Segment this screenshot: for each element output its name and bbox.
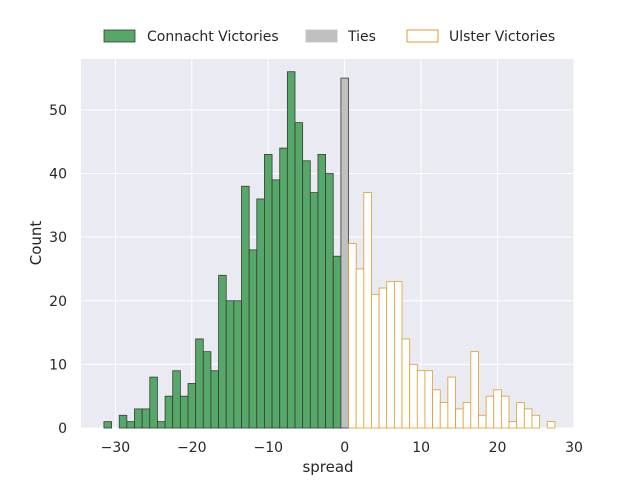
bar-connacht-victories bbox=[248, 249, 258, 429]
legend-label-ulster: Ulster Victories bbox=[449, 29, 555, 45]
y-tick-labels: 0 10 20 30 40 50 bbox=[49, 103, 67, 437]
bar-ulster-victories bbox=[363, 192, 372, 429]
bar-connacht-victories bbox=[256, 198, 265, 429]
bar-connacht-victories bbox=[149, 376, 158, 429]
bar-connacht-victories bbox=[126, 421, 135, 429]
legend-swatch-ulster bbox=[406, 29, 439, 43]
bars bbox=[103, 71, 556, 429]
bar-connacht-victories bbox=[172, 370, 181, 429]
bar-connacht-victories bbox=[286, 71, 296, 429]
bar-connacht-victories bbox=[241, 185, 250, 429]
x-tick-label: 20 bbox=[489, 440, 507, 456]
x-tick-label: −20 bbox=[177, 440, 207, 456]
y-tick-label: 10 bbox=[49, 357, 67, 373]
bar-ulster-victories bbox=[500, 395, 510, 429]
bar-connacht-victories bbox=[202, 351, 212, 429]
bar-connacht-victories bbox=[332, 255, 342, 429]
bar-ulster-victories bbox=[424, 370, 433, 429]
bar-connacht-victories bbox=[141, 408, 151, 429]
bar-ulster-victories bbox=[462, 402, 472, 429]
y-tick-label: 30 bbox=[49, 230, 67, 246]
bar-connacht-victories bbox=[279, 147, 288, 429]
bar-ulster-victories bbox=[470, 351, 479, 429]
bar-ulster-victories bbox=[409, 363, 418, 429]
bar-ulster-victories bbox=[516, 402, 525, 429]
bar-ulster-victories bbox=[531, 414, 541, 429]
bar-ulster-victories bbox=[455, 408, 464, 429]
bar-ulster-victories bbox=[401, 338, 411, 429]
bar-connacht-victories bbox=[225, 300, 235, 429]
bar-ties bbox=[340, 77, 349, 429]
legend: Connacht Victories Ties Ulster Victories bbox=[103, 29, 555, 45]
bar-connacht-victories bbox=[218, 274, 227, 429]
y-axis-label: Count bbox=[27, 221, 45, 266]
legend-swatch-ties bbox=[305, 29, 338, 43]
bar-ulster-victories bbox=[478, 414, 487, 429]
bar-ulster-victories bbox=[393, 281, 403, 429]
bar-connacht-victories bbox=[118, 414, 128, 429]
bar-ulster-victories bbox=[546, 421, 556, 429]
x-tick-label: 0 bbox=[340, 440, 349, 456]
bar-connacht-victories bbox=[271, 179, 281, 429]
y-tick-label: 50 bbox=[49, 103, 67, 119]
x-tick-label: −30 bbox=[101, 440, 131, 456]
bar-ulster-victories bbox=[523, 408, 533, 429]
bar-connacht-victories bbox=[233, 300, 242, 429]
bar-ulster-victories bbox=[432, 389, 441, 429]
bar-ulster-victories bbox=[378, 287, 388, 429]
bar-connacht-victories bbox=[302, 160, 311, 429]
x-tick-labels: −30 −20 −10 0 10 20 30 bbox=[101, 440, 583, 456]
bar-ulster-victories bbox=[508, 421, 518, 429]
bar-connacht-victories bbox=[134, 408, 143, 429]
bar-connacht-victories bbox=[195, 338, 204, 429]
bar-connacht-victories bbox=[294, 122, 304, 429]
bar-connacht-victories bbox=[157, 421, 166, 429]
x-axis-label: spread bbox=[302, 458, 353, 476]
bar-connacht-victories bbox=[164, 395, 174, 429]
bar-connacht-victories bbox=[210, 370, 219, 429]
bar-ulster-victories bbox=[386, 281, 395, 429]
legend-swatch-connacht bbox=[103, 29, 136, 43]
x-tick-label: 30 bbox=[565, 440, 583, 456]
y-tick-label: 40 bbox=[49, 167, 67, 183]
y-tick-label: 0 bbox=[58, 421, 67, 437]
bar-ulster-victories bbox=[439, 402, 449, 429]
legend-label-connacht: Connacht Victories bbox=[147, 29, 279, 45]
bar-ulster-victories bbox=[485, 395, 495, 429]
bar-connacht-victories bbox=[187, 383, 197, 429]
bar-connacht-victories bbox=[264, 154, 273, 429]
bar-ulster-victories bbox=[371, 293, 380, 429]
x-tick-label: −10 bbox=[253, 440, 283, 456]
legend-label-ties: Ties bbox=[347, 29, 376, 45]
bar-connacht-victories bbox=[309, 192, 319, 429]
bar-ulster-victories bbox=[416, 370, 426, 429]
bar-ulster-victories bbox=[493, 389, 502, 429]
bar-connacht-victories bbox=[179, 395, 189, 429]
bar-connacht-victories bbox=[325, 173, 334, 429]
bar-ulster-victories bbox=[348, 243, 357, 429]
bar-connacht-victories bbox=[103, 421, 112, 429]
bar-ulster-victories bbox=[355, 268, 365, 429]
y-tick-label: 20 bbox=[49, 294, 67, 310]
bar-ulster-victories bbox=[447, 376, 456, 429]
bar-connacht-victories bbox=[317, 154, 326, 429]
x-tick-label: 10 bbox=[412, 440, 430, 456]
